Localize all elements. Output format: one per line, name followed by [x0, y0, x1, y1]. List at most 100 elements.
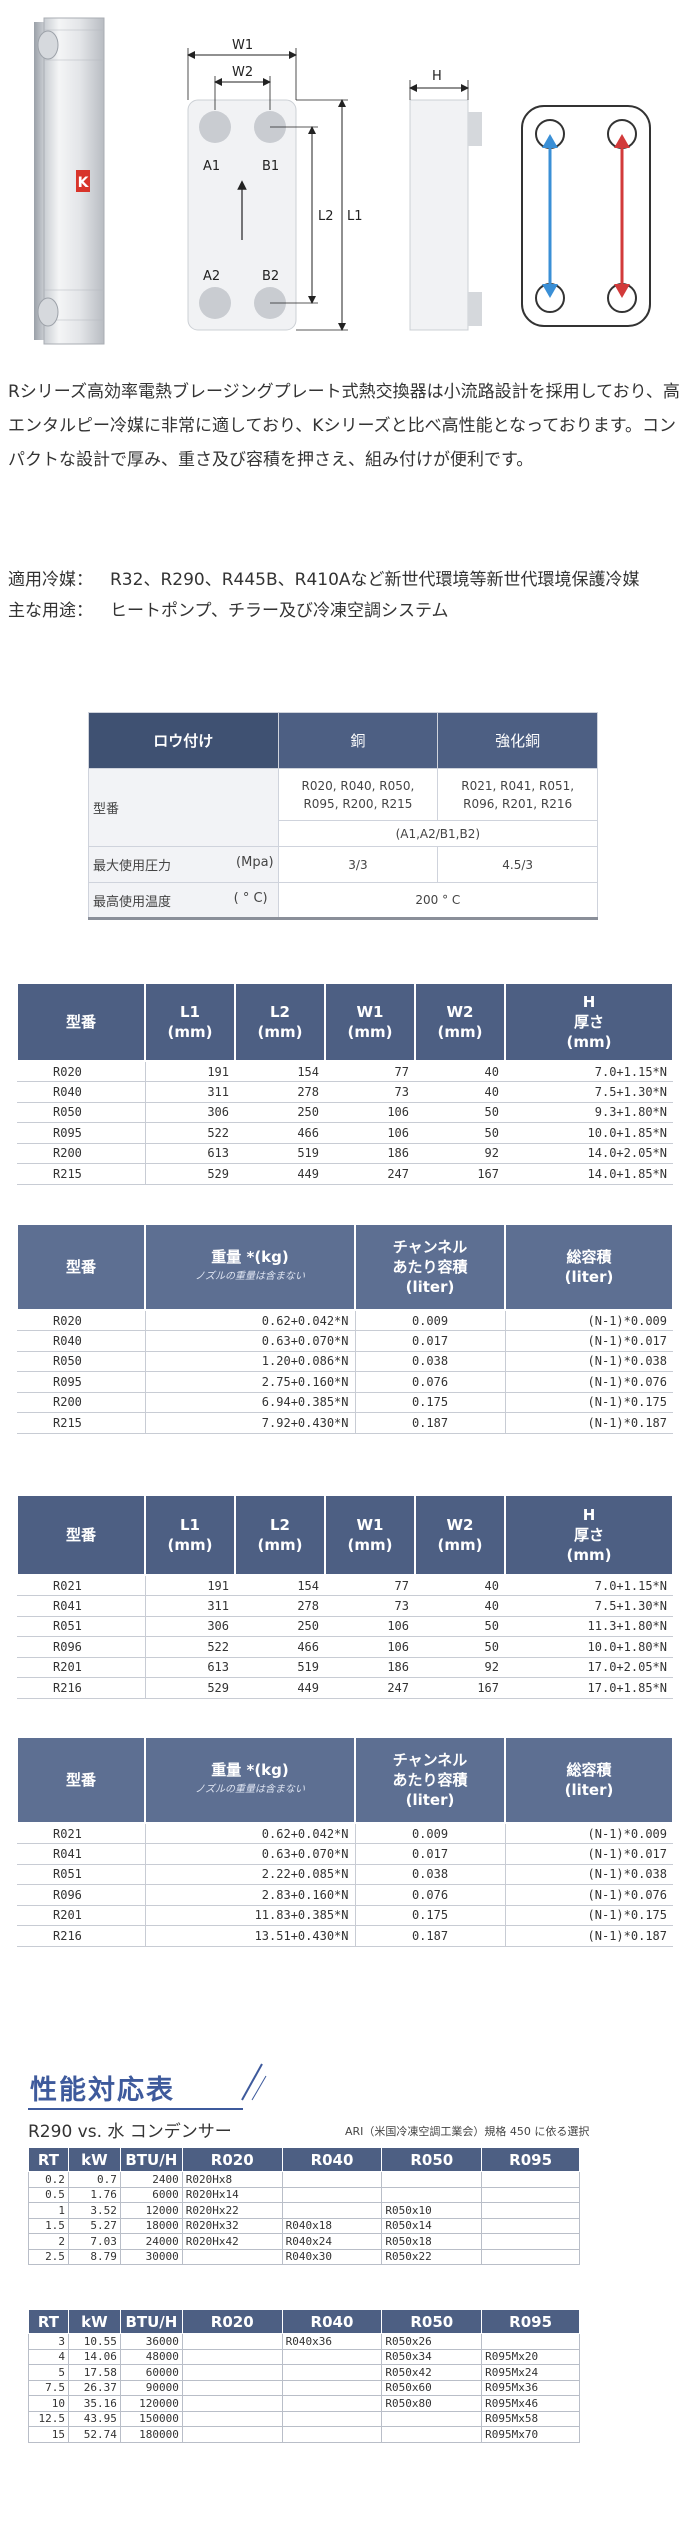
table-cell: 0.62+0.042*N: [145, 1310, 356, 1331]
table-row: R050 306 250 106 50 9.3+1.80*N: [17, 1102, 673, 1123]
table-cell: 5: [28, 2364, 69, 2381]
performance-table-large: RT kW BTU/H R020 R040 R050 R095 3 10.55 36…: [28, 2309, 580, 2443]
col-model: 型番: [16, 982, 146, 1062]
table-cell: 50: [415, 1616, 505, 1637]
model-label: 型番: [88, 768, 279, 847]
table-cell: 35.16: [67, 2395, 121, 2412]
performance-title: 性能対応表: [30, 2075, 175, 2106]
table-cell: 0.187: [355, 1925, 506, 1947]
table-cell: (N-1)*0.175: [505, 1392, 673, 1413]
table-row: 15 52.74 180000 R095Mx70: [28, 2426, 580, 2443]
table-cell: 522: [145, 1636, 235, 1658]
table-cell: 306: [145, 1102, 235, 1123]
table-cell: R040x30: [281, 2248, 383, 2265]
table-cell: 10.0+1.85*N: [505, 1122, 673, 1144]
table-cell: 6000: [119, 2186, 183, 2203]
table-cell: 0.187: [355, 1412, 506, 1434]
table-row: 1 3.52 12000 R020Hx22 R050x10: [28, 2202, 580, 2219]
port-labels: (A1,A2/B1,B2): [277, 820, 599, 847]
table-cell: R020Hx32: [181, 2217, 283, 2234]
table-cell: 10: [28, 2395, 69, 2412]
table-cell: [481, 2171, 580, 2188]
table-cell: [281, 2348, 383, 2365]
table-cell: 0.076: [355, 1884, 506, 1906]
table-cell: 0.5: [28, 2186, 69, 2203]
table-cell: 15: [28, 2426, 69, 2443]
table-cell: R021: [17, 1823, 146, 1844]
table-cell: 247: [325, 1677, 415, 1699]
col-r050: R050: [381, 2147, 483, 2172]
table-cell: [281, 2410, 383, 2427]
temp-value: 200 ° C: [277, 882, 599, 920]
table-cell: (N-1)*0.017: [505, 1330, 673, 1352]
temp-unit: ( ° C): [233, 890, 268, 906]
table-cell: 30000: [119, 2248, 183, 2265]
table-cell: R050x22: [381, 2248, 483, 2265]
table-cell: 73: [325, 1595, 415, 1617]
table-cell: [281, 2395, 383, 2412]
table-cell: R200: [17, 1392, 146, 1413]
svg-text:A2: A2: [203, 269, 220, 284]
table-cell: 106: [325, 1636, 415, 1658]
table-cell: (N-1)*0.076: [505, 1371, 673, 1393]
table-cell: [381, 2186, 483, 2203]
table-cell: 8.79: [67, 2248, 121, 2265]
table-cell: 0.038: [355, 1864, 506, 1885]
table-cell: (N-1)*0.017: [505, 1843, 673, 1865]
table-cell: 278: [235, 1595, 325, 1617]
table-cell: 2.22+0.085*N: [145, 1864, 356, 1885]
table-cell: R020Hx42: [181, 2233, 283, 2250]
table-cell: R095Mx36: [481, 2379, 580, 2396]
table-cell: 40: [415, 1061, 505, 1082]
table-cell: [481, 2186, 580, 2203]
table-cell: 7.0+1.15*N: [505, 1575, 673, 1596]
table-row: R096 2.83+0.160*N 0.076 (N-1)*0.076: [17, 1884, 673, 1906]
table-cell: 0.62+0.042*N: [145, 1823, 356, 1844]
table-cell: 92: [415, 1143, 505, 1164]
svg-text:B1: B1: [262, 159, 279, 174]
table-cell: R041: [17, 1595, 146, 1617]
table-cell: R216: [17, 1925, 146, 1947]
table-cell: 14.0+1.85*N: [505, 1163, 673, 1185]
col-kw: kW: [67, 2309, 121, 2334]
table-cell: [381, 2410, 483, 2427]
table-cell: 26.37: [67, 2379, 121, 2396]
svg-text:L1: L1: [347, 209, 363, 224]
temp-label-cell: 最高使用温度 ( ° C): [88, 882, 279, 920]
table-cell: R040: [17, 1081, 146, 1103]
table-row: R200 613 519 186 92 14.0+2.05*N: [17, 1143, 673, 1164]
table-cell: 186: [325, 1657, 415, 1678]
table-cell: 43.95: [67, 2410, 121, 2427]
table-cell: 7.92+0.430*N: [145, 1412, 356, 1434]
table-cell: R020Hx8: [181, 2171, 283, 2188]
col-rt: RT: [28, 2147, 69, 2172]
table-cell: R021: [17, 1575, 146, 1596]
table-cell: R050x10: [381, 2202, 483, 2219]
col-r095: R095: [481, 2309, 580, 2334]
table-cell: R216: [17, 1677, 146, 1699]
col-r050: R050: [381, 2309, 483, 2334]
table-cell: R095Mx70: [481, 2426, 580, 2443]
table-cell: 0.076: [355, 1371, 506, 1393]
table-cell: 250: [235, 1616, 325, 1637]
table-cell: 77: [325, 1575, 415, 1596]
table-cell: 7.5+1.30*N: [505, 1081, 673, 1103]
pressure-reinforced: 4.5/3: [437, 846, 598, 883]
table-cell: 0.7: [67, 2171, 121, 2188]
brand-logo: [76, 170, 90, 192]
dimension-table-copper: 型番 L1 (mm) L2 (mm) W1 (mm) W2 (mm) H 厚さ (mm) R…: [16, 982, 674, 1185]
table-cell: [481, 2202, 580, 2219]
table-cell: [481, 2333, 580, 2350]
table-cell: R095Mx24: [481, 2364, 580, 2381]
table-cell: R050x18: [381, 2233, 483, 2250]
table-cell: R020Hx14: [181, 2186, 283, 2203]
table-row: R201 613 519 186 92 17.0+2.05*N: [17, 1657, 673, 1678]
table-cell: 106: [325, 1616, 415, 1637]
table-cell: 250: [235, 1102, 325, 1123]
table-cell: [281, 2364, 383, 2381]
table-cell: R051: [17, 1616, 146, 1637]
col-r040: R040: [281, 2309, 383, 2334]
table-cell: 14.06: [67, 2348, 121, 2365]
table-cell: 2: [28, 2233, 69, 2250]
table-cell: 12000: [119, 2202, 183, 2219]
